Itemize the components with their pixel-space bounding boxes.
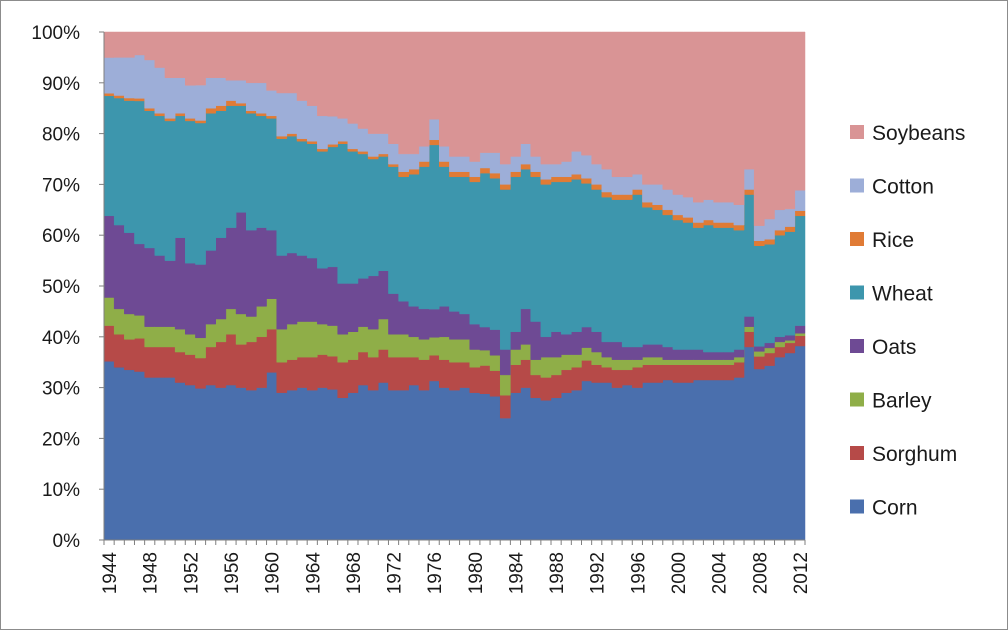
x-tick-label: 1976 xyxy=(425,552,446,594)
legend-label-barley: Barley xyxy=(872,390,932,413)
x-tick-label: 1996 xyxy=(628,552,649,594)
y-tick-label: 20% xyxy=(42,429,80,450)
x-tick-label: 2000 xyxy=(669,552,690,594)
area-layers xyxy=(103,31,806,541)
y-tick-label: 40% xyxy=(42,328,80,349)
x-tick-label: 1944 xyxy=(100,552,121,595)
x-tick-label: 2004 xyxy=(710,552,731,595)
x-tick-label: 1988 xyxy=(547,552,568,594)
legend-label-soybeans: Soybeans xyxy=(872,122,965,145)
legend-swatch-barley xyxy=(850,392,864,407)
legend-swatch-rice xyxy=(850,232,864,246)
x-tick-label: 1964 xyxy=(303,552,324,595)
x-axis-ticks: 1944 1948 1952 1956 1960 1964 1968 1972 1976 1980… xyxy=(100,540,812,594)
y-tick-label: 70% xyxy=(42,175,80,196)
x-tick-label: 1980 xyxy=(466,552,487,594)
x-tick-label: 2008 xyxy=(750,552,771,594)
legend-label-wheat: Wheat xyxy=(872,283,933,306)
x-tick-label: 2012 xyxy=(791,552,812,594)
x-tick-label: 1948 xyxy=(141,552,162,594)
y-tick-label: 0% xyxy=(53,531,81,552)
x-tick-label: 1992 xyxy=(588,552,609,594)
x-tick-label: 1984 xyxy=(506,552,527,595)
legend-swatch-wheat xyxy=(850,285,864,300)
legend-swatch-sorghum xyxy=(850,446,864,460)
x-tick-label: 1960 xyxy=(263,552,284,594)
legend-swatch-oats xyxy=(850,339,864,353)
y-tick-label: 100% xyxy=(31,23,80,44)
y-tick-label: 80% xyxy=(42,125,80,146)
y-tick-label: 60% xyxy=(42,226,80,247)
legend: Soybeans Cotton Rice Wheat Oats Barley Sorghum… xyxy=(850,122,965,520)
y-tick-label: 30% xyxy=(42,379,80,400)
area-series-soybeans xyxy=(103,31,806,226)
legend-swatch-corn xyxy=(850,499,864,514)
x-tick-label: 1952 xyxy=(181,552,202,594)
legend-swatch-soybeans xyxy=(850,125,864,139)
y-tick-label: 90% xyxy=(42,74,80,95)
legend-label-oats: Oats xyxy=(872,336,916,359)
x-tick-label: 1968 xyxy=(344,552,365,594)
legend-swatch-cotton xyxy=(850,178,864,193)
legend-label-sorghum: Sorghum xyxy=(872,443,957,466)
legend-label-cotton: Cotton xyxy=(872,176,934,199)
x-tick-label: 1972 xyxy=(385,552,406,594)
y-axis-ticks: 0% 10% 20% 30% 40% 50% 60% 70% 80% 90% 100% xyxy=(31,23,104,552)
legend-label-corn: Corn xyxy=(872,497,918,520)
x-tick-label: 1956 xyxy=(222,552,243,594)
y-tick-label: 50% xyxy=(42,277,80,298)
legend-label-rice: Rice xyxy=(872,229,914,252)
y-tick-label: 10% xyxy=(42,480,80,501)
